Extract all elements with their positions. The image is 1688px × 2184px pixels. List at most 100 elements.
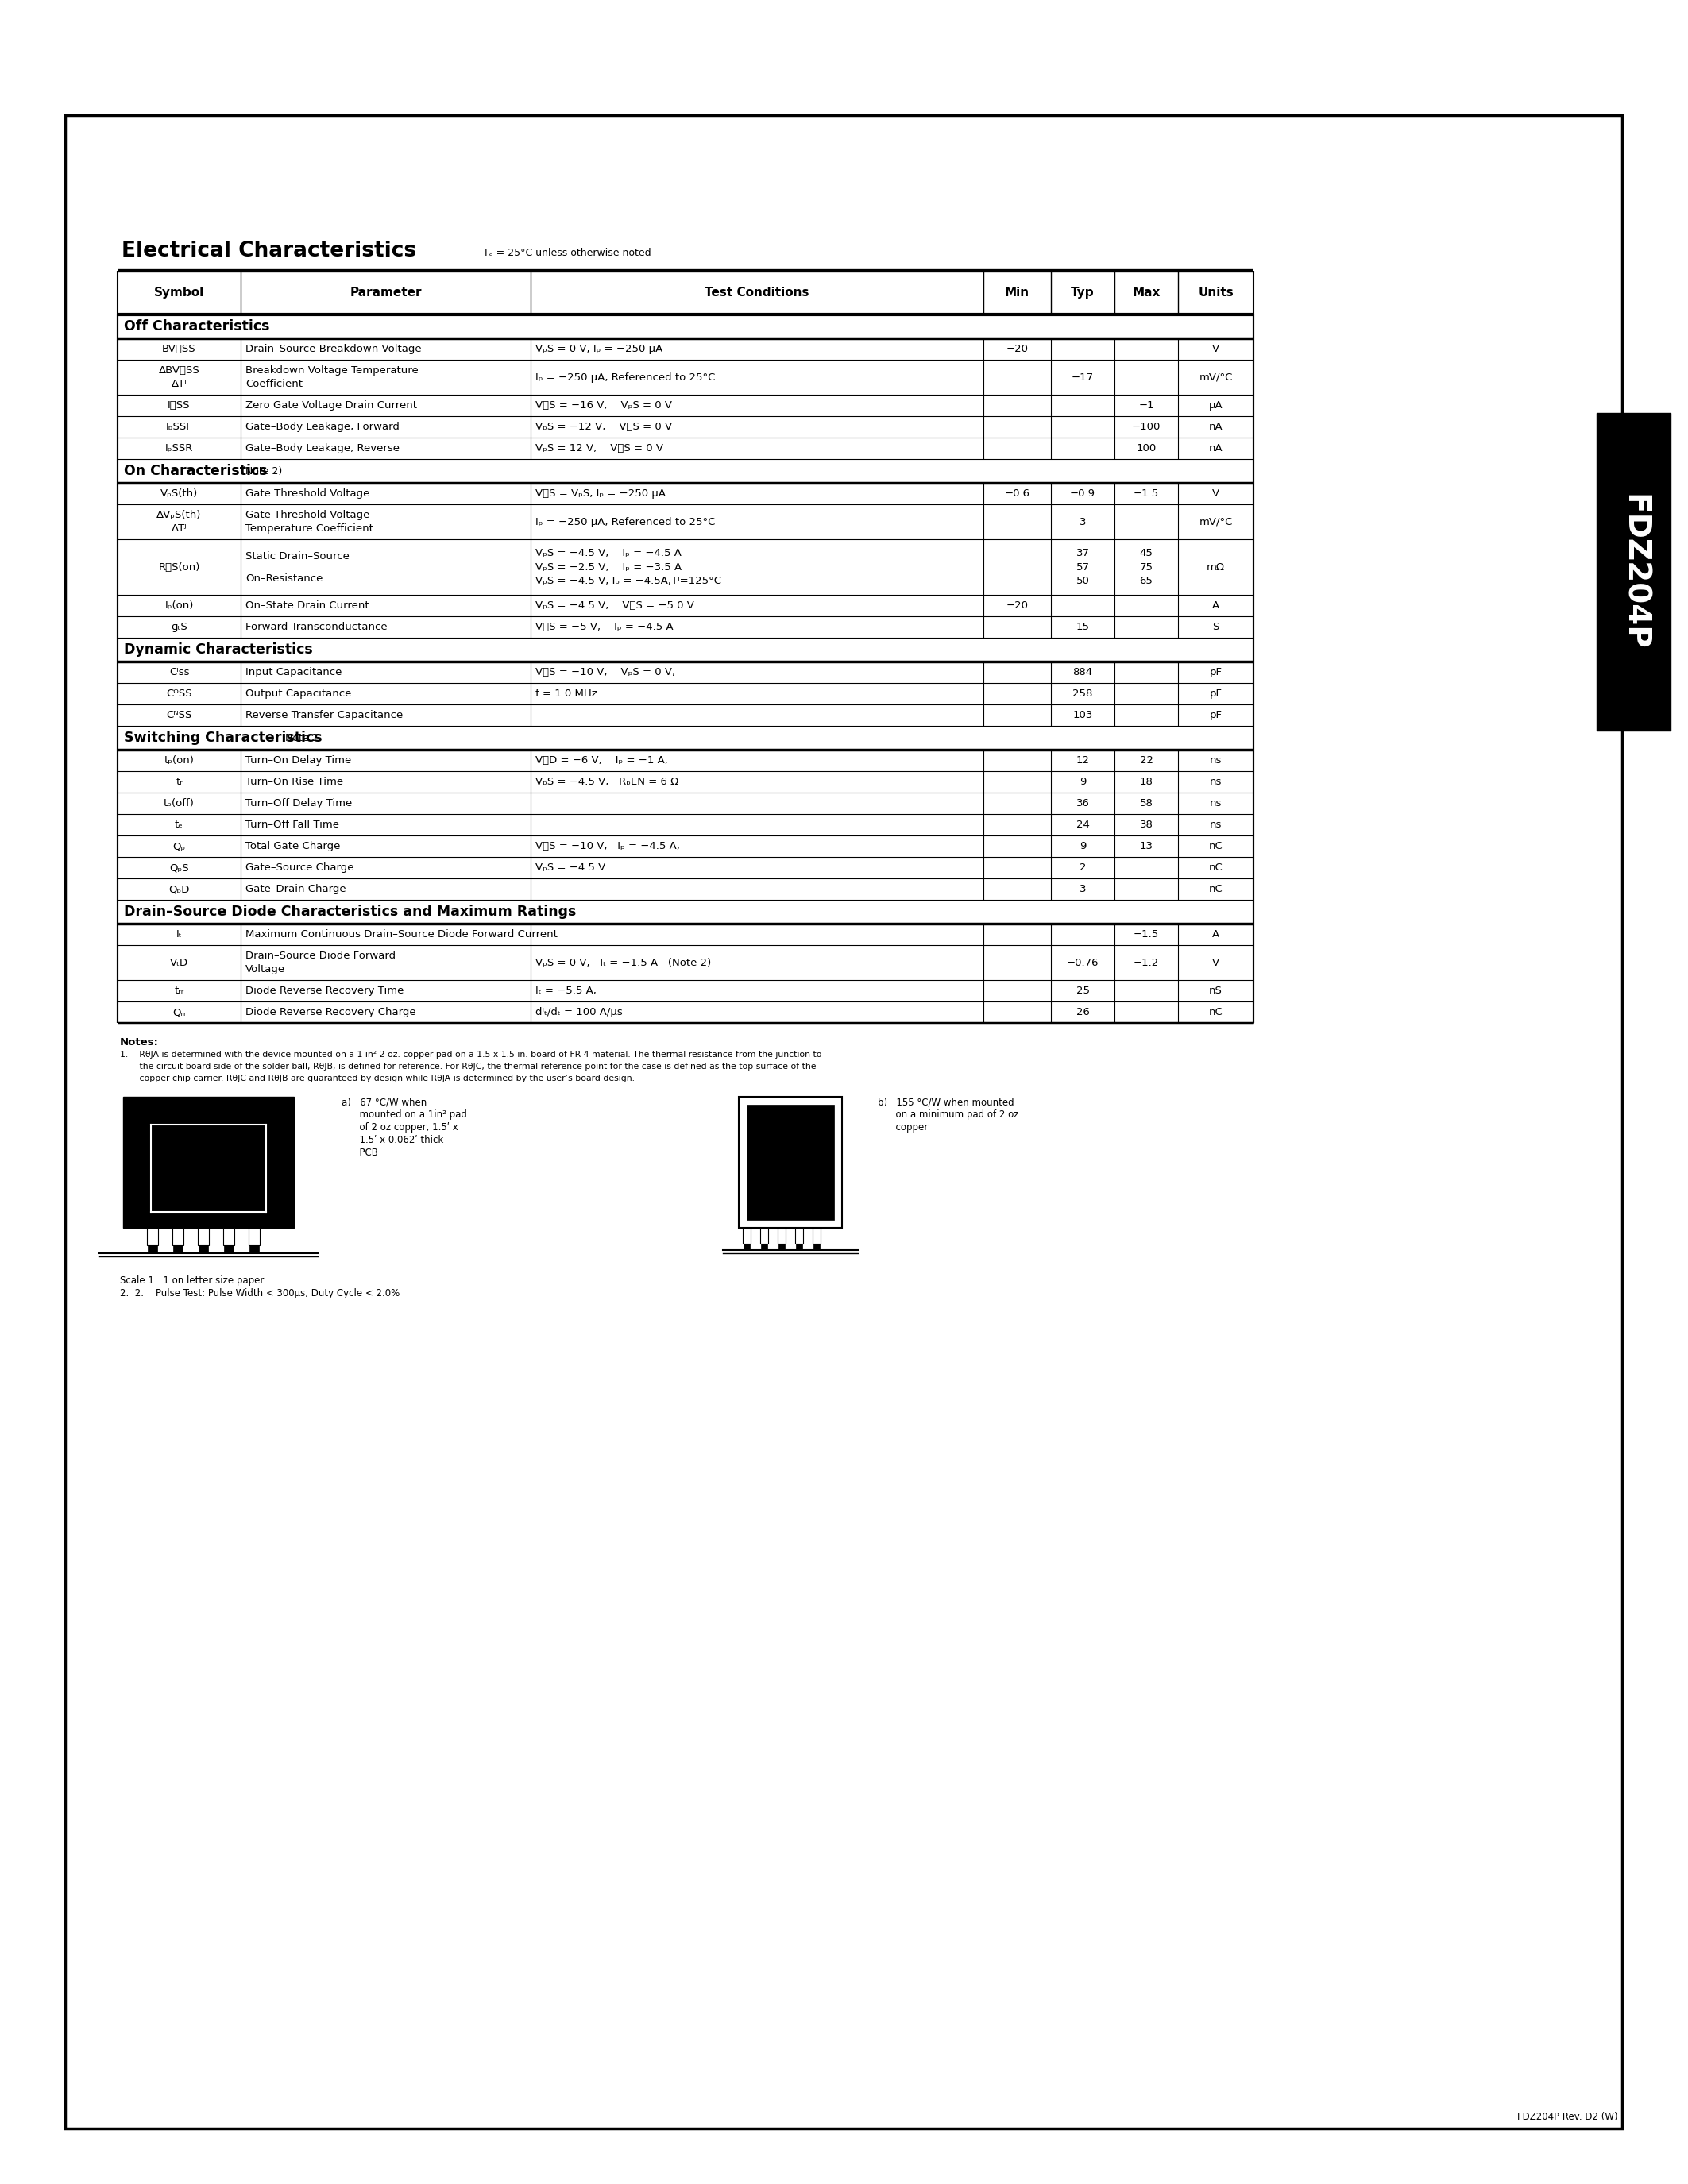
Text: Notes:: Notes: — [120, 1037, 159, 1048]
Text: 37: 37 — [1075, 548, 1089, 559]
Text: −17: −17 — [1072, 371, 1094, 382]
Text: Turn–Off Fall Time: Turn–Off Fall Time — [245, 819, 339, 830]
Text: Electrical Characteristics: Electrical Characteristics — [122, 240, 417, 262]
Text: VₚS(th): VₚS(th) — [160, 489, 197, 498]
Text: QₚS: QₚS — [169, 863, 189, 874]
Text: nC: nC — [1209, 863, 1222, 874]
Text: Gate–Drain Charge: Gate–Drain Charge — [245, 885, 346, 893]
Text: R₝S(on): R₝S(on) — [159, 561, 199, 572]
Text: VₚS = −12 V,    V₝S = 0 V: VₚS = −12 V, V₝S = 0 V — [535, 422, 672, 432]
Text: −1.5: −1.5 — [1133, 489, 1160, 498]
Text: Breakdown Voltage Temperature: Breakdown Voltage Temperature — [245, 365, 419, 376]
Text: V: V — [1212, 343, 1219, 354]
Text: 1.5ʹ x 0.062ʹ thick: 1.5ʹ x 0.062ʹ thick — [341, 1136, 444, 1144]
Text: Qᵣᵣ: Qᵣᵣ — [172, 1007, 186, 1018]
Bar — [174, 1245, 182, 1254]
Text: Forward Transconductance: Forward Transconductance — [245, 622, 387, 631]
Text: 22: 22 — [1139, 756, 1153, 767]
Text: nC: nC — [1209, 885, 1222, 893]
Text: Input Capacitance: Input Capacitance — [245, 666, 343, 677]
Text: VₚS = −4.5 V,    V₝S = −5.0 V: VₚS = −4.5 V, V₝S = −5.0 V — [535, 601, 694, 612]
Text: −1: −1 — [1138, 400, 1155, 411]
Text: FDZ204P: FDZ204P — [1619, 494, 1649, 651]
Text: Iₚ = −250 μA, Referenced to 25°C: Iₚ = −250 μA, Referenced to 25°C — [535, 371, 716, 382]
Text: tₑ: tₑ — [176, 819, 184, 830]
Bar — [814, 1243, 820, 1249]
Text: on a minimum pad of 2 oz: on a minimum pad of 2 oz — [878, 1109, 1020, 1120]
Text: V₝S = −10 V,   Iₚ = −4.5 A,: V₝S = −10 V, Iₚ = −4.5 A, — [535, 841, 680, 852]
Text: −1.2: −1.2 — [1133, 957, 1160, 968]
Text: Note 2: Note 2 — [279, 732, 317, 743]
Text: Turn–On Delay Time: Turn–On Delay Time — [245, 756, 351, 767]
Text: (Note 2): (Note 2) — [235, 465, 282, 476]
Text: of 2 oz copper, 1.5ʹ x: of 2 oz copper, 1.5ʹ x — [341, 1123, 457, 1133]
Text: V: V — [1212, 489, 1219, 498]
Text: 65: 65 — [1139, 577, 1153, 585]
Text: V₝S = −5 V,    Iₚ = −4.5 A: V₝S = −5 V, Iₚ = −4.5 A — [535, 622, 674, 631]
Bar — [147, 1227, 159, 1245]
Text: VₚS = −4.5 V: VₚS = −4.5 V — [535, 863, 606, 874]
Text: Voltage: Voltage — [245, 965, 285, 974]
Text: Gate Threshold Voltage: Gate Threshold Voltage — [245, 489, 370, 498]
Text: V: V — [1212, 957, 1219, 968]
Text: S: S — [1212, 622, 1219, 631]
Text: Iₚ = −250 μA, Referenced to 25°C: Iₚ = −250 μA, Referenced to 25°C — [535, 518, 716, 526]
Text: Units: Units — [1198, 286, 1234, 299]
Bar — [197, 1227, 209, 1245]
Text: ns: ns — [1210, 819, 1222, 830]
Text: 9: 9 — [1079, 841, 1085, 852]
Text: Parameter: Parameter — [349, 286, 422, 299]
Text: nS: nS — [1209, 985, 1222, 996]
Text: copper chip carrier. RθJC and RθJB are guaranteed by design while RθJA is determ: copper chip carrier. RθJC and RθJB are g… — [120, 1075, 635, 1083]
Text: dᴵₜ/dₜ = 100 A/μs: dᴵₜ/dₜ = 100 A/μs — [535, 1007, 623, 1018]
Text: 884: 884 — [1074, 666, 1092, 677]
Bar — [225, 1245, 233, 1254]
Bar — [123, 1096, 294, 1227]
Bar — [248, 1227, 260, 1245]
Text: Gate–Body Leakage, Forward: Gate–Body Leakage, Forward — [245, 422, 400, 432]
Bar — [223, 1227, 235, 1245]
Bar — [172, 1227, 184, 1245]
Text: Gate–Body Leakage, Reverse: Gate–Body Leakage, Reverse — [245, 443, 400, 454]
Text: Gate–Source Charge: Gate–Source Charge — [245, 863, 354, 874]
Text: Gate Threshold Voltage: Gate Threshold Voltage — [245, 509, 370, 520]
Text: −0.9: −0.9 — [1070, 489, 1096, 498]
Text: 36: 36 — [1075, 797, 1089, 808]
Text: 18: 18 — [1139, 778, 1153, 786]
Bar — [746, 1105, 834, 1221]
Text: 24: 24 — [1075, 819, 1089, 830]
Bar — [199, 1245, 208, 1254]
Text: 13: 13 — [1139, 841, 1153, 852]
Bar — [761, 1243, 768, 1249]
Text: 2.  2.    Pulse Test: Pulse Width < 300μs, Duty Cycle < 2.0%: 2. 2. Pulse Test: Pulse Width < 300μs, D… — [120, 1289, 400, 1299]
Bar — [778, 1243, 785, 1249]
Text: Turn–Off Delay Time: Turn–Off Delay Time — [245, 797, 353, 808]
Text: Diode Reverse Recovery Charge: Diode Reverse Recovery Charge — [245, 1007, 415, 1018]
Text: Diode Reverse Recovery Time: Diode Reverse Recovery Time — [245, 985, 403, 996]
Text: 45: 45 — [1139, 548, 1153, 559]
Text: Scale 1 : 1 on letter size paper: Scale 1 : 1 on letter size paper — [120, 1275, 263, 1286]
Text: Symbol: Symbol — [154, 286, 204, 299]
Text: Temperature Coefficient: Temperature Coefficient — [245, 524, 373, 533]
Text: Iₜ = −5.5 A,: Iₜ = −5.5 A, — [535, 985, 596, 996]
Text: 12: 12 — [1075, 756, 1089, 767]
Text: 58: 58 — [1139, 797, 1153, 808]
Text: −20: −20 — [1006, 343, 1028, 354]
Bar — [743, 1243, 749, 1249]
Text: Test Conditions: Test Conditions — [706, 286, 809, 299]
Text: VₚS = 0 V,   Iₜ = −1.5 A   (Note 2): VₚS = 0 V, Iₜ = −1.5 A (Note 2) — [535, 957, 711, 968]
Text: Static Drain–Source: Static Drain–Source — [245, 550, 349, 561]
Bar — [250, 1245, 258, 1254]
Text: 57: 57 — [1075, 561, 1089, 572]
Text: tₚ(on): tₚ(on) — [164, 756, 194, 767]
Text: On–Resistance: On–Resistance — [245, 572, 322, 583]
Text: −1.5: −1.5 — [1133, 928, 1160, 939]
Text: 103: 103 — [1072, 710, 1092, 721]
Text: copper: copper — [878, 1123, 928, 1133]
Text: VₚS = 0 V, Iₚ = −250 μA: VₚS = 0 V, Iₚ = −250 μA — [535, 343, 663, 354]
Text: Typ: Typ — [1070, 286, 1094, 299]
Text: I₝SS: I₝SS — [167, 400, 191, 411]
Bar — [797, 1243, 802, 1249]
Text: −20: −20 — [1006, 601, 1028, 612]
Text: 1.    RθJA is determined with the device mounted on a 1 in² 2 oz. copper pad on : 1. RθJA is determined with the device mo… — [120, 1051, 822, 1059]
